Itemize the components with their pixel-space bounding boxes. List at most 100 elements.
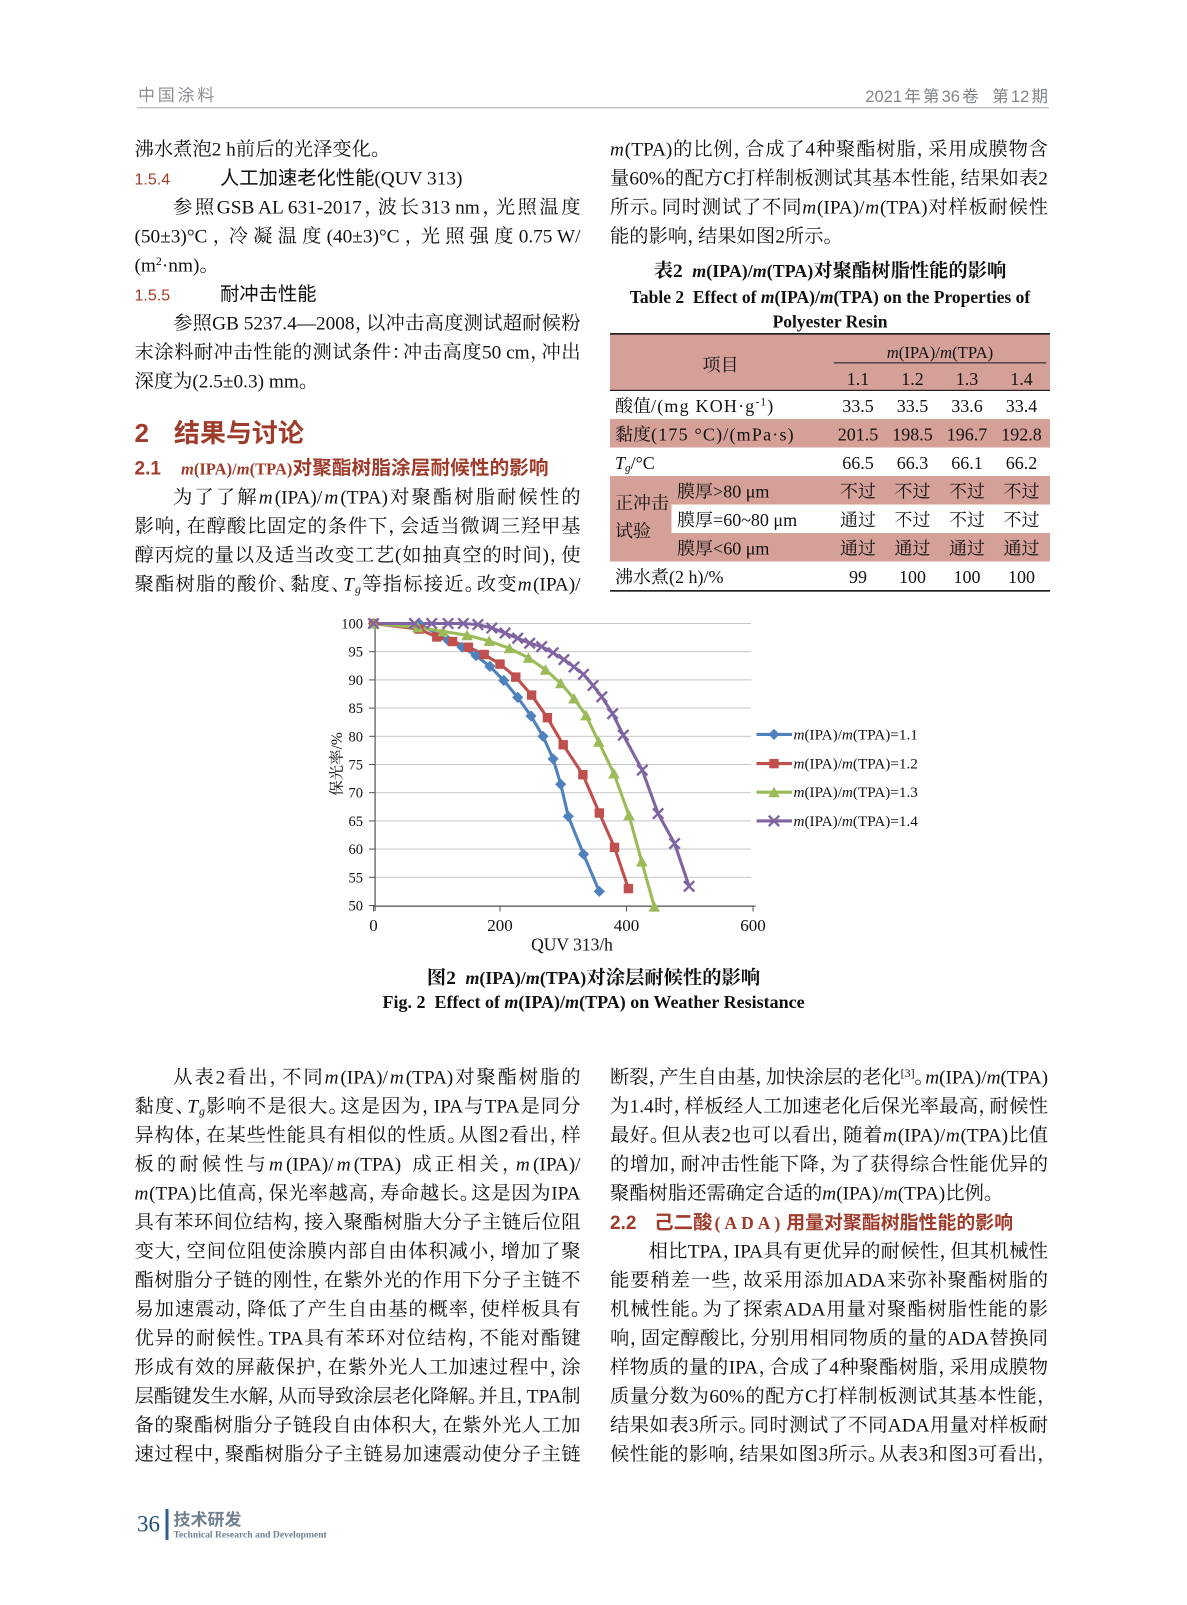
svg-text:(IPA)/: (IPA)/ [805, 813, 843, 830]
svg-text:(: ( [395, 546, 401, 567]
svg-text:36: 36 [137, 1512, 160, 1537]
svg-text:66.5: 66.5 [842, 453, 874, 473]
svg-text:(50±3)°C: (50±3)°C [135, 227, 208, 248]
svg-text:(TPA): (TPA) [354, 1155, 402, 1176]
svg-text:m: m [565, 992, 579, 1012]
svg-text:(TPA) on the Properties of: (TPA) on the Properties of [834, 287, 1031, 307]
svg-text:(TPA): (TPA) [340, 488, 388, 509]
svg-text:m: m [259, 488, 273, 509]
svg-text:m: m [940, 343, 952, 362]
svg-text:(IPA)/: (IPA)/ [533, 1155, 581, 1176]
svg-text:1.3: 1.3 [956, 369, 979, 389]
svg-text:3: 3 [689, 1416, 699, 1437]
svg-text:3: 3 [818, 1445, 828, 1466]
svg-text:m: m [237, 460, 250, 479]
svg-text:1.4: 1.4 [1010, 369, 1032, 389]
svg-text:12: 12 [1011, 88, 1029, 106]
svg-text:100: 100 [1008, 567, 1035, 587]
svg-text:(TPA): (TPA) [1001, 1068, 1049, 1089]
svg-text:g: g [355, 582, 361, 596]
svg-text:m: m [987, 1068, 1001, 1089]
svg-text:(IPA)/: (IPA)/ [805, 726, 843, 743]
svg-text:2: 2 [446, 968, 456, 989]
svg-text:(IPA)/: (IPA)/ [340, 1068, 388, 1089]
svg-text:196.7: 196.7 [947, 425, 988, 445]
svg-text:198.5: 198.5 [892, 425, 933, 445]
svg-text:66.3: 66.3 [897, 453, 929, 473]
svg-text:Polyester Resin: Polyester Resin [773, 312, 888, 332]
svg-text:200: 200 [487, 916, 513, 935]
svg-text:80: 80 [349, 729, 364, 745]
svg-text:33.4: 33.4 [1006, 396, 1038, 416]
svg-text:60~80 μm: 60~80 μm [723, 510, 797, 530]
svg-text:(TPA)=1.1: (TPA)=1.1 [853, 726, 918, 743]
svg-text:m: m [761, 287, 775, 307]
svg-text:192.8: 192.8 [1001, 425, 1041, 445]
svg-text:1.2: 1.2 [901, 369, 924, 389]
svg-text:T: T [615, 453, 627, 473]
svg-text:(IPA)/: (IPA)/ [805, 784, 843, 801]
svg-text:100: 100 [899, 567, 926, 587]
svg-text:(TPA): (TPA) [149, 1184, 197, 1205]
svg-text:m: m [692, 261, 706, 281]
svg-text:): ) [767, 396, 773, 417]
svg-text:[3]: [3] [901, 1066, 915, 1080]
svg-text:IPA: IPA [551, 1184, 580, 1205]
svg-text:65: 65 [349, 814, 364, 830]
svg-text:m: m [802, 198, 816, 219]
svg-text:2: 2 [135, 418, 149, 448]
svg-text:m: m [794, 726, 805, 743]
svg-text:55: 55 [349, 870, 364, 886]
svg-text:m: m [526, 968, 540, 988]
svg-text:(TPA): (TPA) [625, 140, 673, 161]
svg-text:m: m [390, 1068, 404, 1089]
svg-text:m: m [842, 726, 853, 743]
svg-text:C: C [723, 169, 736, 190]
svg-text:TPA: TPA [688, 1242, 723, 1263]
svg-text:66.2: 66.2 [1006, 453, 1038, 473]
svg-text:(IPA)/: (IPA)/ [805, 756, 843, 773]
svg-text:m: m [820, 287, 834, 307]
svg-text:95: 95 [349, 645, 364, 661]
svg-text:m: m [883, 1126, 897, 1147]
svg-text:TPA: TPA [485, 1097, 520, 1118]
svg-text:m: m [516, 1155, 530, 1176]
svg-text:(40±3)°C: (40±3)°C [327, 227, 400, 248]
svg-text:m: m [794, 756, 805, 773]
svg-text:3: 3 [968, 1445, 978, 1466]
svg-text:Technical Research and Develop: Technical Research and Development [174, 1530, 328, 1541]
svg-text:ADA: ADA [784, 1300, 826, 1321]
svg-text:ADA: ADA [844, 1271, 886, 1292]
svg-text:Table 2 Effect of: Table 2 Effect of [630, 287, 761, 307]
svg-text:m: m [337, 1155, 351, 1176]
svg-text:(ADA): (ADA) [715, 1213, 785, 1233]
svg-text:m: m [842, 784, 853, 801]
svg-text:(TPA): (TPA) [952, 343, 993, 362]
svg-text:=: = [713, 510, 723, 530]
svg-text:(2 h)/%: (2 h)/% [669, 567, 723, 588]
svg-text:m: m [610, 140, 624, 161]
svg-text:(IPA)/: (IPA)/ [898, 1126, 946, 1147]
svg-text:m: m [884, 1184, 898, 1205]
svg-text:(IPA)/: (IPA)/ [286, 1155, 334, 1176]
svg-text:(IPA)/: (IPA)/ [518, 992, 566, 1013]
svg-text:ADA: ADA [888, 1416, 930, 1437]
svg-text:50 cm: 50 cm [482, 343, 530, 364]
svg-text:·nm): ·nm) [162, 256, 199, 277]
svg-text:m: m [181, 460, 194, 479]
svg-text:0.75 W/: 0.75 W/ [519, 227, 581, 248]
svg-text:m: m [753, 261, 767, 281]
svg-text:TPA: TPA [527, 1387, 562, 1408]
svg-text:(TPA)=1.4: (TPA)=1.4 [853, 813, 918, 830]
svg-text:2021: 2021 [865, 88, 902, 106]
svg-text:m: m [135, 1184, 149, 1205]
svg-text:g: g [625, 463, 631, 475]
svg-text:(IPA)/: (IPA)/ [775, 287, 821, 307]
svg-text:/°C: /°C [631, 453, 655, 473]
svg-text:Fig. 2 Effect of: Fig. 2 Effect of [383, 992, 505, 1012]
svg-text:/(mg KOH·g: /(mg KOH·g [651, 396, 756, 417]
svg-text:(IPA)/: (IPA)/ [836, 1184, 884, 1205]
svg-text:m: m [794, 784, 805, 801]
svg-text:2: 2 [1038, 169, 1048, 190]
svg-text:80 μm: 80 μm [723, 482, 769, 502]
